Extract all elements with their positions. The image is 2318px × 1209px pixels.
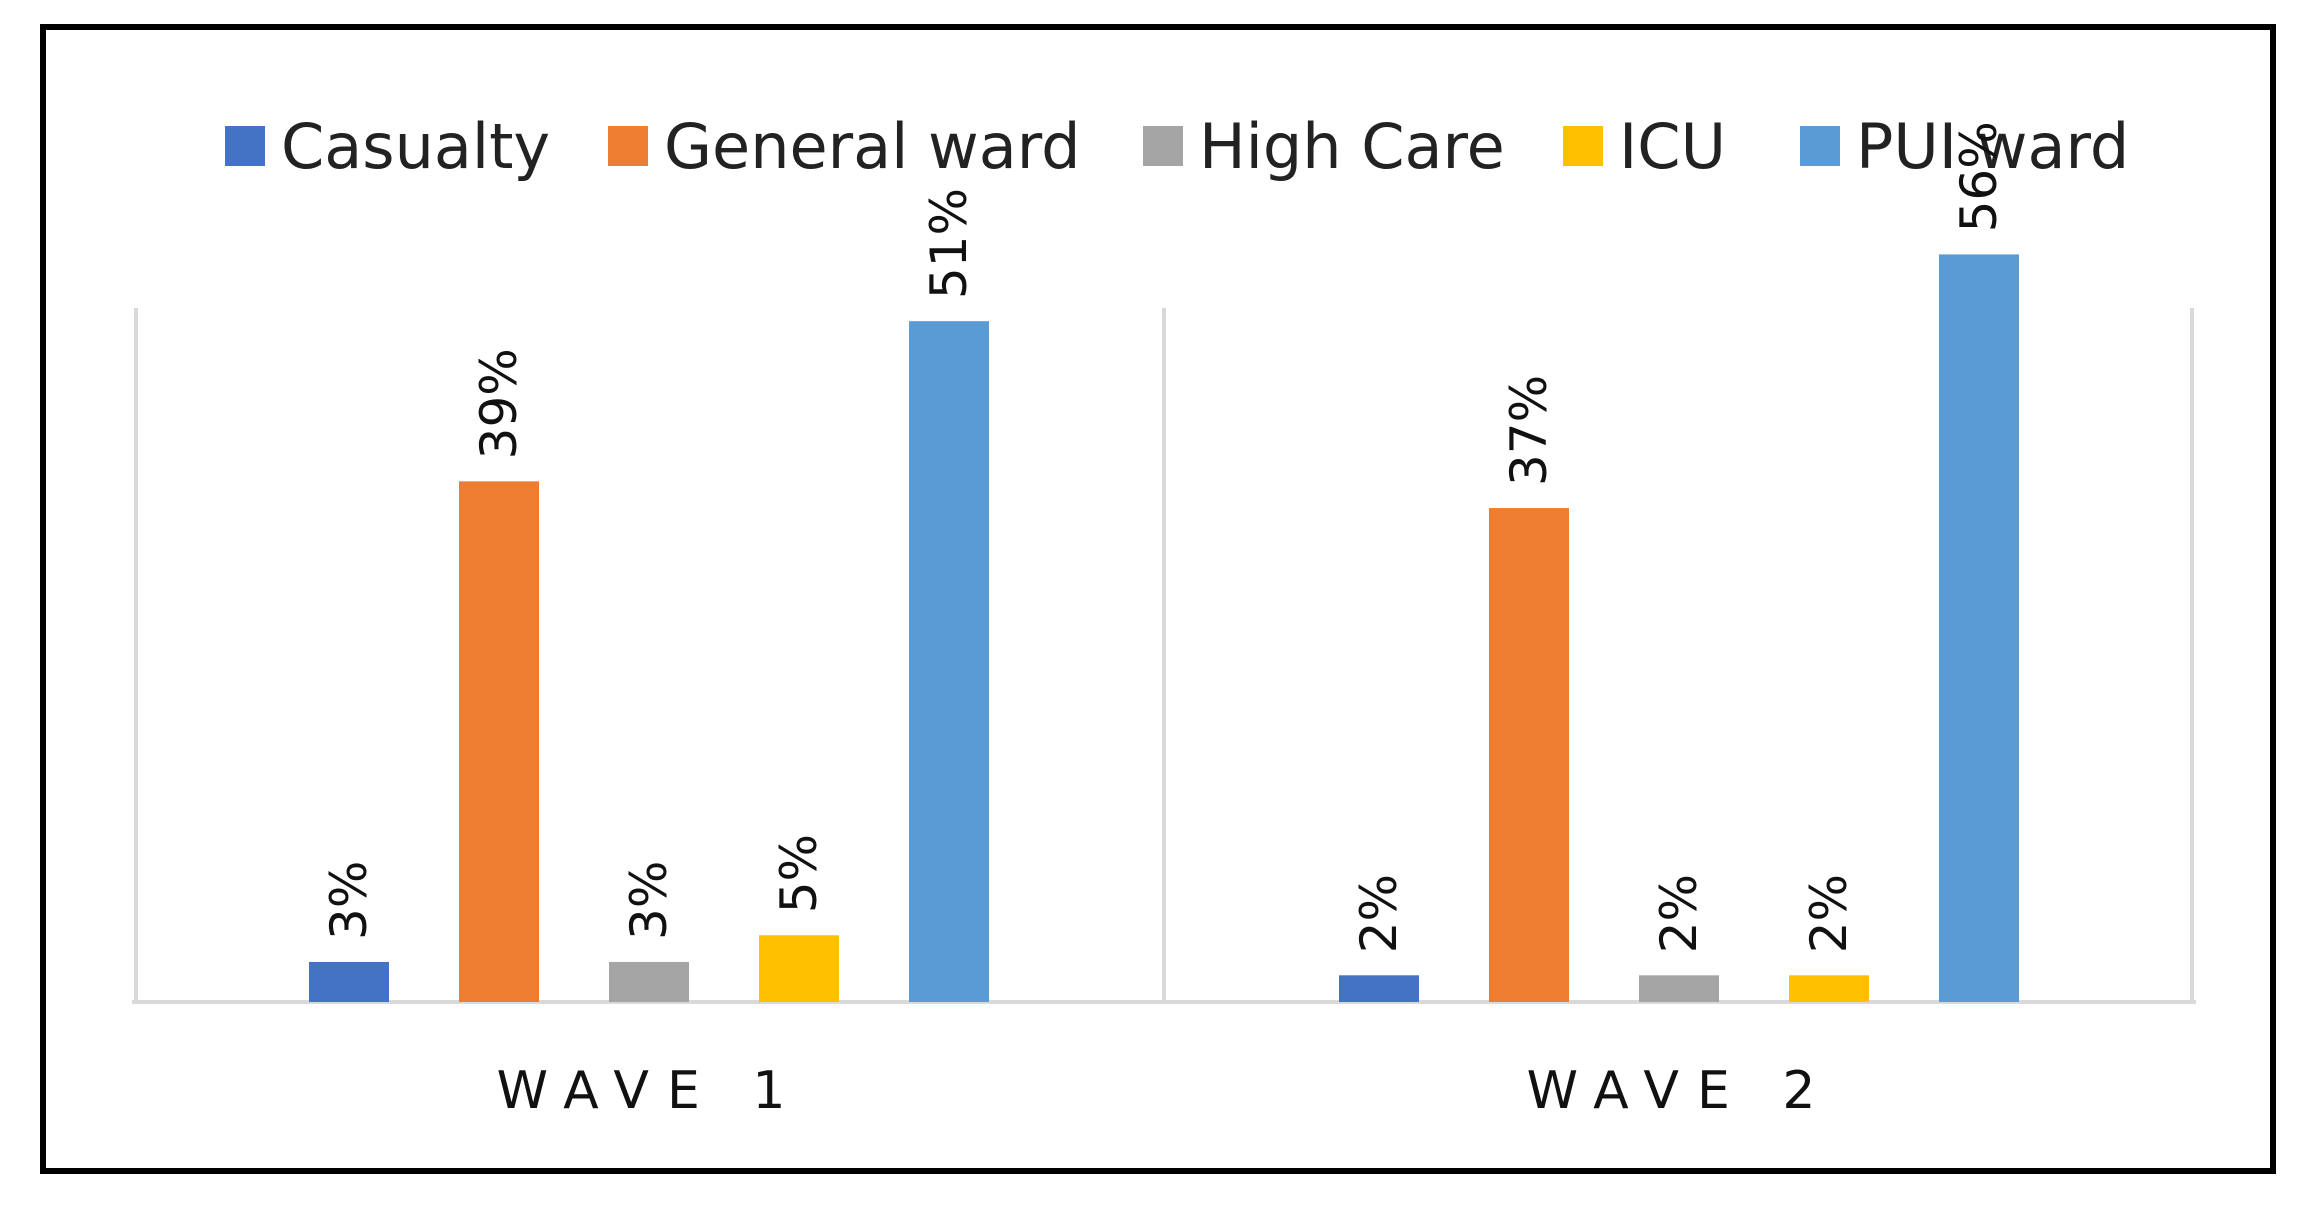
legend-swatch-icu	[1563, 126, 1603, 166]
legend-label-icu: ICU	[1619, 110, 1726, 183]
chart-frame	[40, 24, 2276, 1174]
data-label-icu-1: 5%	[770, 834, 828, 913]
data-label-pui-ward-1: 51%	[920, 188, 978, 299]
bar-casualty-1	[309, 961, 389, 1002]
data-label-general-ward-2: 37%	[1500, 375, 1558, 486]
bar-general-ward-2	[1489, 508, 1569, 1002]
legend-swatch-high-care	[1143, 126, 1183, 166]
legend-label-general-ward: General ward	[664, 110, 1081, 183]
legend-label-high-care: High Care	[1199, 110, 1505, 183]
category-label-2: WAVE 2	[1527, 1061, 1834, 1121]
legend-swatch-casualty	[225, 126, 265, 166]
legend-label-casualty: Casualty	[281, 110, 550, 183]
data-label-high-care-2: 2%	[1650, 874, 1708, 953]
data-label-pui-ward-2: 56%	[1950, 121, 2008, 232]
bar-high-care-1	[609, 961, 689, 1002]
bar-pui-ward-1	[909, 321, 989, 1002]
bar-icu-2	[1789, 975, 1869, 1002]
bar-high-care-2	[1639, 975, 1719, 1002]
data-label-casualty-2: 2%	[1350, 874, 1408, 953]
data-label-icu-2: 2%	[1800, 874, 1858, 953]
bar-general-ward-1	[459, 481, 539, 1003]
data-label-high-care-1: 3%	[620, 861, 678, 940]
data-label-general-ward-1: 39%	[470, 348, 528, 459]
legend-swatch-general-ward	[608, 126, 648, 166]
category-label-1: WAVE 1	[497, 1061, 804, 1121]
legend-label-pui-ward: PUI ward	[1856, 110, 2129, 183]
legend-swatch-pui-ward	[1800, 126, 1840, 166]
bar-icu-1	[759, 935, 839, 1002]
bar-casualty-2	[1339, 975, 1419, 1002]
bar-pui-ward-2	[1939, 254, 2019, 1002]
data-label-casualty-1: 3%	[320, 861, 378, 940]
